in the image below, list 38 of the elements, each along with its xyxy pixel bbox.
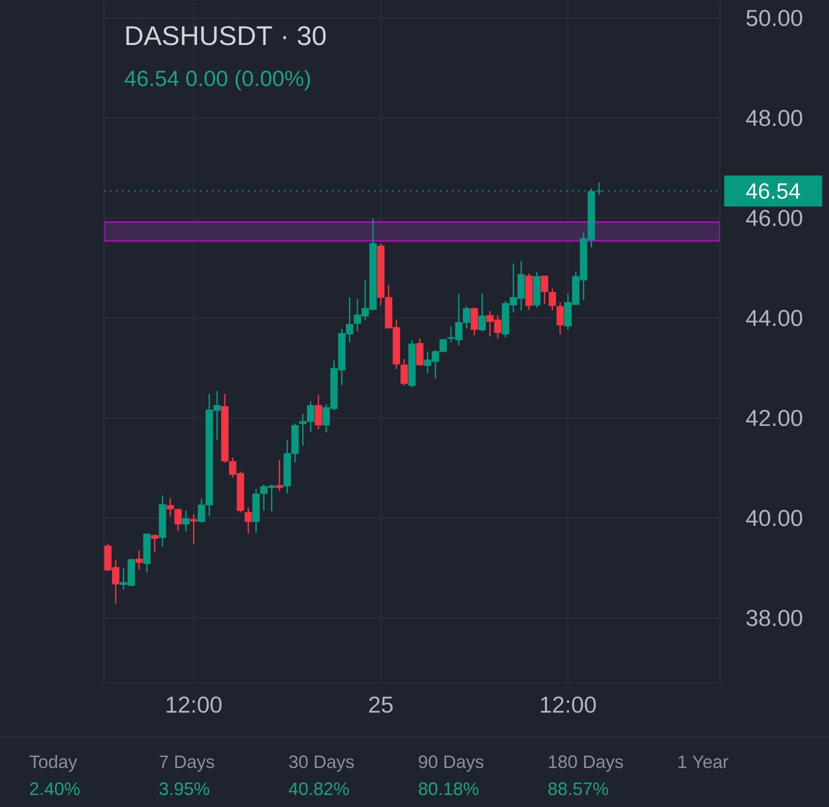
- y-tick-label: 46.00: [746, 210, 802, 226]
- x-tick-label: 12:00: [166, 696, 222, 713]
- y-tick-label: 42.00: [746, 410, 802, 426]
- text: DASHUSDT · 30: [126, 26, 326, 46]
- candlestick: [314, 394, 322, 430]
- candlestick: [276, 459, 284, 492]
- candlestick: [400, 358, 408, 386]
- text: 30 Days: [289, 755, 354, 772]
- y-tick-label: 38.00: [746, 610, 802, 626]
- text: 90 Days: [418, 755, 484, 772]
- text: Today: [30, 754, 78, 772]
- candlestick: [478, 292, 486, 332]
- ref-line-label: 46.54: [746, 183, 800, 199]
- y-tick-label: 48.00: [746, 110, 802, 126]
- y-tick-label: 44.00: [746, 310, 802, 326]
- text: 180 Days: [548, 755, 623, 772]
- candlestick: [540, 274, 548, 305]
- candlestick: [182, 510, 190, 532]
- text: 2.40%: [30, 782, 80, 796]
- candlestick: [190, 514, 198, 545]
- candlestick: [135, 550, 143, 571]
- x-tick-label: 12:00: [540, 696, 596, 713]
- text: 88.57%: [548, 782, 608, 796]
- candlestick: [470, 306, 478, 336]
- candlestick: [556, 302, 564, 336]
- candlestick: [151, 534, 158, 554]
- text: 7 Days: [160, 756, 214, 772]
- text: 40.82%: [288, 782, 349, 796]
- text: 80.18%: [418, 782, 478, 796]
- y-tick-label: 50.00: [746, 10, 802, 26]
- text: 1 Year: [678, 756, 728, 768]
- candlestick: [416, 338, 424, 366]
- text: 3.95%: [159, 782, 210, 796]
- candlestick: [548, 288, 556, 312]
- y-tick-label: 40.00: [746, 510, 802, 526]
- x-tick-label: 25: [369, 696, 393, 713]
- candlestick: [244, 506, 252, 534]
- text: 46.54 0.00 (0.00%): [124, 70, 310, 91]
